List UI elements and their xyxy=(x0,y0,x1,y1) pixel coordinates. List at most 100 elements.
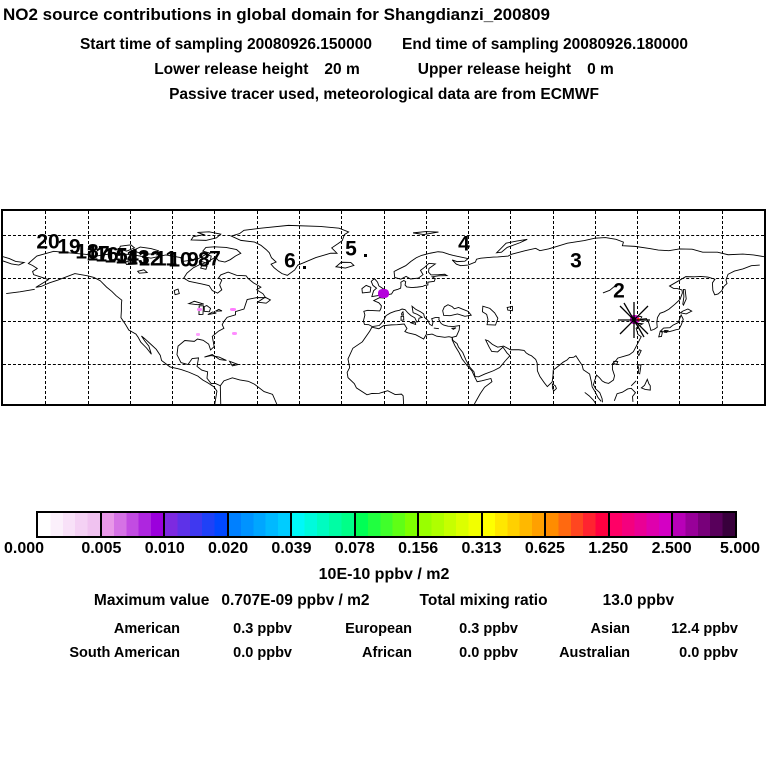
gridline-vertical xyxy=(214,211,216,404)
coast-chukotka xyxy=(3,257,24,265)
colorbar-segment xyxy=(607,513,672,536)
gridline-horizontal xyxy=(3,278,764,279)
colorbar-segment xyxy=(544,513,608,536)
trajectory-day-label: 16 xyxy=(95,243,119,267)
region-value: 0.0 ppbv xyxy=(459,645,518,661)
coast-south-america xyxy=(220,378,276,404)
gridline-horizontal xyxy=(3,235,764,236)
trajectory-day-label: 7 xyxy=(209,247,221,271)
region-label: Asian xyxy=(590,621,631,637)
gridline-vertical xyxy=(510,211,512,404)
start-time-text: Start time of sampling 20080926.150000 xyxy=(79,36,373,53)
gridline-vertical xyxy=(721,211,723,404)
lower-release-value: 20 m xyxy=(324,61,360,78)
gridline-vertical xyxy=(172,211,174,404)
lower-release: Lower release height 20 m xyxy=(154,61,360,79)
colorbar-tick-label: 0.039 xyxy=(271,540,312,557)
gridline-vertical xyxy=(637,211,639,404)
coast-north-america xyxy=(28,251,265,404)
max-value: 0.707E-09 ppbv / m2 xyxy=(221,592,370,609)
colorbar-tick-label: 0.000 xyxy=(3,540,45,557)
max-value-label: Maximum value xyxy=(93,592,210,609)
gridline-vertical xyxy=(341,211,343,404)
gridline-vertical xyxy=(552,211,554,404)
region-value: 0.0 ppbv xyxy=(233,645,292,661)
colorbar-tick-label: 0.010 xyxy=(144,540,185,557)
region-stats-row: American 0.3 ppbv European 0.3 ppbv Asian 12.… xyxy=(30,617,738,641)
trajectory-day-label: 19 xyxy=(57,235,81,259)
trajectory-day-label: 4 xyxy=(458,232,470,256)
upper-release-label: Upper release height xyxy=(417,61,572,78)
sampling-times: Start time of sampling 20080926.150000 E… xyxy=(0,36,768,54)
concentration-patch xyxy=(230,308,236,311)
trajectory-day-label: 15 xyxy=(104,244,128,268)
colorbar-tick-label: 5.000 xyxy=(719,540,761,557)
colorbar-tick-label: 0.625 xyxy=(524,540,565,557)
colorbar-segment xyxy=(38,513,100,536)
colorbar-units: 10E-10 ppbv / m2 xyxy=(318,566,450,583)
trajectory-day-label: 20 xyxy=(36,230,60,254)
trajectory-day-label: 12 xyxy=(138,247,162,271)
colorbar-segment xyxy=(290,513,354,536)
region-stats-row: South American 0.0 ppbv African 0.0 ppbv Aus… xyxy=(30,641,738,665)
region-label: European xyxy=(345,621,412,637)
region-label: American xyxy=(113,621,180,637)
colorbar-segment xyxy=(480,513,545,536)
gridline-vertical xyxy=(129,211,131,404)
colorbar-tick-label: 1.250 xyxy=(588,540,629,557)
colorbar-tick-label: 0.078 xyxy=(334,540,375,557)
colorbar-tick-label: 0.313 xyxy=(461,540,502,557)
trajectory-day-label: 5 xyxy=(345,237,357,261)
trajectory-day-label: 6 xyxy=(284,249,296,273)
colorbar xyxy=(36,511,737,538)
colorbar-segment xyxy=(671,513,736,536)
region-value: 0.3 ppbv xyxy=(459,621,518,637)
gridline-vertical xyxy=(87,211,89,404)
end-time-text: End time of sampling 20080926.180000 xyxy=(402,36,689,53)
trajectory-day-label: 18 xyxy=(75,240,99,264)
trajectory-day-label: 3 xyxy=(570,249,582,273)
coast-mediterranean-south-asia xyxy=(372,306,601,401)
colorbar-segment xyxy=(226,513,291,536)
world-map: 20 19 18 17 16 15 14 13 12 11 10 9 8 7 6 5 4 3 2 xyxy=(1,209,766,406)
concentration-patch xyxy=(232,332,237,335)
region-label: African xyxy=(362,645,412,661)
colorbar-tick-label: 0.156 xyxy=(398,540,439,557)
gridline-horizontal xyxy=(3,321,764,322)
gridline-vertical xyxy=(256,211,258,404)
region-label: South American xyxy=(69,645,180,661)
colorbar-segment xyxy=(163,513,227,536)
trajectory-day-label: 9 xyxy=(187,248,199,272)
upper-release: Upper release height 0 m xyxy=(418,61,614,79)
region-value: 0.3 ppbv xyxy=(233,621,292,637)
gridline-vertical xyxy=(298,211,300,404)
concentration-patch xyxy=(197,308,202,311)
figure-title: NO2 source contributions in global domai… xyxy=(3,5,550,24)
coast-africa xyxy=(347,324,492,404)
islands-med-lakes-caribbean xyxy=(125,261,616,366)
region-value: 12.4 ppbv xyxy=(671,621,738,637)
colorbar-segment xyxy=(417,513,481,536)
colorbar-tick-label: 2.500 xyxy=(651,540,692,557)
total-mixing-ratio-label: Total mixing ratio xyxy=(419,592,548,609)
upper-release-value: 0 m xyxy=(587,61,614,78)
trajectory-day-label: 2 xyxy=(613,279,625,303)
gridline-vertical xyxy=(468,211,470,404)
gridline-vertical xyxy=(594,211,596,404)
gridline-vertical xyxy=(45,211,47,404)
coast-europe-arctic xyxy=(363,238,764,327)
total-mixing-ratio-value: 13.0 ppbv xyxy=(602,592,675,609)
colorbar-tick-label: 0.005 xyxy=(81,540,122,557)
colorbar-segment xyxy=(99,513,164,536)
trajectory-day-label: 14 xyxy=(115,245,139,269)
concentration-patch xyxy=(378,289,389,298)
region-contributions: American 0.3 ppbv European 0.3 ppbv Asian 12.… xyxy=(30,617,738,665)
receptor-star-marker xyxy=(618,302,650,338)
gridline-vertical xyxy=(383,211,385,404)
trajectory-point-dot xyxy=(364,254,367,257)
region-value: 0.0 ppbv xyxy=(679,645,738,661)
stats-max-line: Maximum value 0.707E-09 ppbv / m2 Total … xyxy=(0,592,768,610)
trajectory-point-dot xyxy=(303,266,306,269)
lower-release-label: Lower release height xyxy=(154,61,309,78)
